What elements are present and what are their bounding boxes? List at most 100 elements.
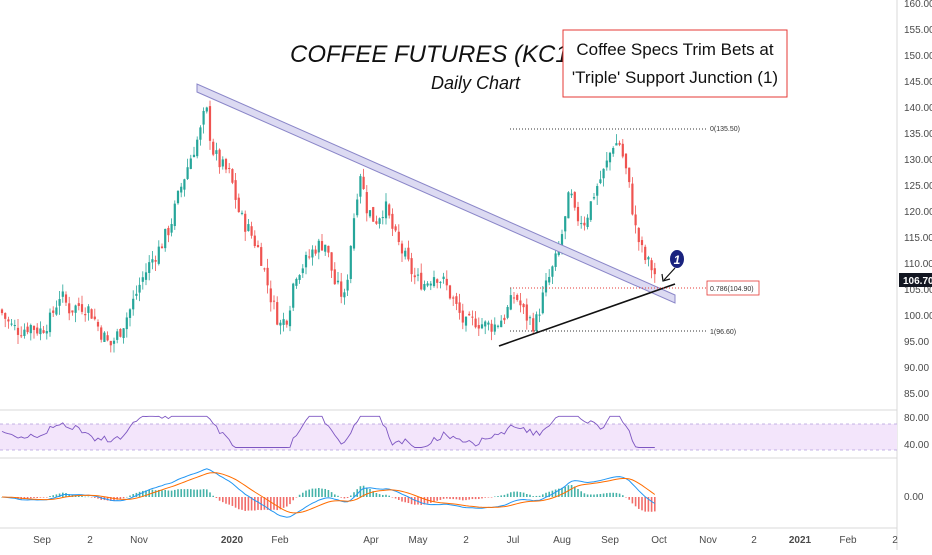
candle-body xyxy=(48,312,52,333)
candle-body xyxy=(394,226,397,231)
macd-histogram-bar xyxy=(401,497,403,502)
candle-body xyxy=(490,323,493,332)
macd-histogram-bar xyxy=(564,486,566,497)
candle-body xyxy=(119,328,122,337)
last-price-label: 106.70 xyxy=(903,276,932,287)
candle-body xyxy=(471,316,474,318)
macd-histogram-bar xyxy=(228,497,230,505)
candle-body xyxy=(77,303,80,306)
candle-body xyxy=(0,309,4,314)
macd-histogram-bar xyxy=(532,496,534,497)
candle-body xyxy=(388,204,391,216)
price-axis-tick: 95.00 xyxy=(904,337,929,348)
macd-histogram-bar xyxy=(142,490,144,497)
macd-histogram-bar xyxy=(487,497,490,498)
candle-body xyxy=(439,281,442,283)
macd-histogram-bar xyxy=(353,492,355,497)
macd-histogram-bar xyxy=(378,494,381,497)
macd-histogram-bar xyxy=(97,497,99,499)
candle-body xyxy=(407,247,410,260)
macd-histogram-bar xyxy=(257,497,259,510)
candle-body xyxy=(263,268,266,270)
candle-body xyxy=(26,326,29,333)
macd-histogram-bar xyxy=(503,494,506,497)
candle-body xyxy=(308,256,311,258)
candle-body xyxy=(634,214,637,226)
candle-body xyxy=(29,325,32,334)
candle-body xyxy=(52,310,55,313)
candle-body xyxy=(496,325,500,327)
candle-body xyxy=(39,328,42,335)
macd-histogram-bar xyxy=(298,494,301,497)
macd-histogram-bar xyxy=(254,497,256,511)
candle-body xyxy=(391,213,394,229)
candle-body xyxy=(141,277,144,282)
candle-body xyxy=(375,221,378,224)
candle-body xyxy=(621,143,624,157)
candle-body xyxy=(170,224,173,233)
macd-histogram-bar xyxy=(398,497,400,500)
numbered-marker-circle xyxy=(670,250,684,268)
macd-histogram-bar xyxy=(318,488,320,497)
time-axis-tick: 2 xyxy=(892,535,898,546)
macd-histogram-bar xyxy=(180,489,182,497)
candle-body xyxy=(176,190,180,204)
macd-histogram-bar xyxy=(196,489,198,497)
candle-body xyxy=(612,148,615,154)
macd-histogram-bar xyxy=(583,493,586,497)
candle-body xyxy=(276,302,279,325)
candle-body xyxy=(359,176,362,197)
macd-histogram-bar xyxy=(308,489,310,497)
macd-histogram-bar xyxy=(186,489,189,497)
macd-histogram-bar xyxy=(558,488,560,497)
macd-histogram-bar xyxy=(30,497,32,499)
macd-histogram-bar xyxy=(535,495,538,497)
candle-body xyxy=(624,153,628,169)
time-axis-tick: Jul xyxy=(507,535,520,546)
candle-body xyxy=(573,192,576,208)
candle-body xyxy=(269,288,272,303)
candle-body xyxy=(448,285,452,299)
candle-body xyxy=(509,295,512,310)
macd-histogram-bar xyxy=(158,489,160,497)
candle-body xyxy=(570,193,573,196)
candle-body xyxy=(554,253,557,267)
macd-histogram-bar xyxy=(506,493,509,497)
candle-body xyxy=(167,227,170,236)
macd-histogram-bar xyxy=(599,493,602,497)
candle-body xyxy=(650,260,653,271)
macd-histogram-bar xyxy=(334,494,336,497)
macd-histogram-bar xyxy=(420,497,422,505)
candle-body xyxy=(301,268,304,274)
candle-body xyxy=(586,217,589,227)
candle-body xyxy=(436,279,439,283)
candle-body xyxy=(628,167,631,183)
macd-histogram-bar xyxy=(554,489,557,497)
candle-body xyxy=(477,325,480,329)
candle-body xyxy=(608,152,612,163)
candle-body xyxy=(368,210,372,217)
macd-histogram-bar xyxy=(366,487,368,497)
macd-histogram-bar xyxy=(167,490,170,497)
macd-histogram-bar xyxy=(55,494,58,497)
macd-histogram-bar xyxy=(324,488,326,497)
time-axis-tick: 2021 xyxy=(789,535,812,546)
candle-body xyxy=(164,228,167,249)
candle-body xyxy=(637,227,640,243)
macd-histogram-bar xyxy=(516,491,518,497)
candle-body xyxy=(352,218,356,249)
candle-body xyxy=(400,243,404,254)
macd-histogram-bar xyxy=(654,497,656,512)
candle-body xyxy=(4,313,7,319)
candle-body xyxy=(592,197,596,199)
candle-body xyxy=(589,201,592,220)
candle-body xyxy=(109,340,112,346)
price-axis-tick: 100.00 xyxy=(904,311,932,322)
candle-body xyxy=(224,159,228,170)
macd-histogram-bar xyxy=(247,497,250,511)
macd-histogram-bar xyxy=(545,492,547,497)
candle-body xyxy=(480,324,484,329)
macd-histogram-bar xyxy=(570,485,573,497)
macd-histogram-bar xyxy=(471,497,474,500)
candle-body xyxy=(487,322,490,325)
